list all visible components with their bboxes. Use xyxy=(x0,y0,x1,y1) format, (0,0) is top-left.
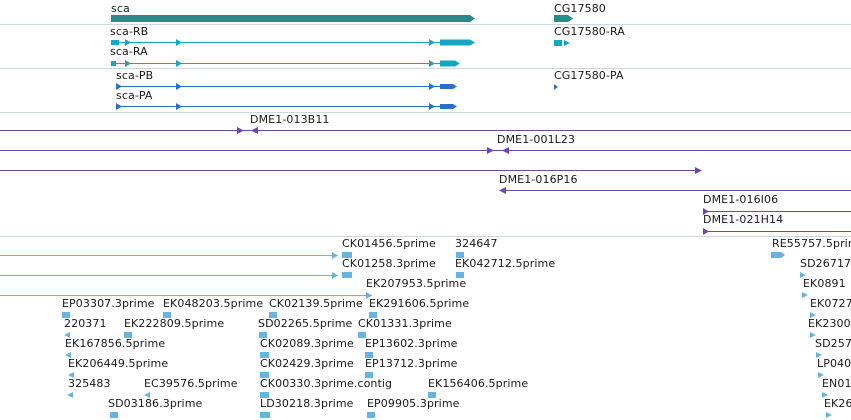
transcript-cg17580-ra-glyph[interactable] xyxy=(554,40,570,46)
est-glyphs[interactable] xyxy=(0,252,832,418)
protein-label[interactable]: sca-PA xyxy=(116,89,153,102)
est-label[interactable]: EP13602.3prime xyxy=(365,337,458,350)
clone-label[interactable]: DME1-013B11 xyxy=(250,113,330,126)
protein-sca-pb-glyph[interactable] xyxy=(116,83,457,90)
est-label[interactable]: CK01258.3prime xyxy=(342,257,436,270)
est-label[interactable]: 220371 xyxy=(64,317,107,330)
est-label[interactable]: SD02265.5prime xyxy=(258,317,353,330)
transcript-sca-ra-glyph[interactable] xyxy=(111,60,460,67)
protein-label[interactable]: CG17580-PA xyxy=(554,69,624,82)
est-label[interactable]: CK01331.3prime xyxy=(358,317,452,330)
clone-label[interactable]: DME1-016P16 xyxy=(499,173,578,186)
track-separator xyxy=(0,112,851,113)
est-label[interactable]: LD30218.3prime xyxy=(260,397,354,410)
protein-sca-pa-glyph[interactable] xyxy=(116,103,457,110)
est-label[interactable]: CK00330.3prime.contig xyxy=(260,377,393,390)
est-label[interactable]: EK156406.5prime xyxy=(428,377,529,390)
est-label[interactable]: CK01456.5prime xyxy=(342,237,436,250)
clone-dme1-013b11-glyph[interactable] xyxy=(0,127,851,134)
est-label[interactable]: EK26 xyxy=(824,397,851,410)
est-label[interactable]: EP03307.3prime xyxy=(62,297,155,310)
gene-cg17580-glyph[interactable] xyxy=(554,15,573,22)
clone-label[interactable]: DME1-016I06 xyxy=(703,193,779,206)
est-label[interactable]: SD257 xyxy=(815,337,851,350)
est-label[interactable]: EK167856.5prime xyxy=(65,337,166,350)
gene-sca-glyph[interactable] xyxy=(111,15,475,22)
clone-dme1-021h14-glyph[interactable] xyxy=(703,228,851,235)
est-label[interactable]: EK291606.5prime xyxy=(369,297,470,310)
transcript-sca-rb-glyph[interactable] xyxy=(111,39,475,46)
track-separator xyxy=(0,68,851,69)
est-label[interactable]: CK02429.3prime xyxy=(260,357,354,370)
est-label[interactable]: EK042712.5prime xyxy=(455,257,556,270)
gene-label[interactable]: CG17580 xyxy=(554,2,606,15)
est-label[interactable]: EK222809.5prime xyxy=(124,317,225,330)
est-label[interactable]: LP040 xyxy=(817,357,851,370)
est-label[interactable]: RE55757.5prime xyxy=(772,237,851,250)
clone-dme1-016p16-glyph[interactable] xyxy=(0,167,851,194)
est-label[interactable]: EK207953.5prime xyxy=(366,277,467,290)
track-separator xyxy=(0,236,851,237)
protein-label[interactable]: sca-PB xyxy=(116,69,154,82)
est-label[interactable]: SD03186.3prime xyxy=(108,397,203,410)
protein-cg17580-pa-glyph[interactable] xyxy=(554,84,558,90)
transcript-label[interactable]: sca-RA xyxy=(110,45,148,58)
est-label[interactable]: EK0891 xyxy=(803,277,846,290)
est-label[interactable]: CK02139.5prime xyxy=(269,297,363,310)
est-label[interactable]: SD26717 xyxy=(800,257,851,270)
clone-label[interactable]: DME1-001L23 xyxy=(497,133,576,146)
est-label[interactable]: EP13712.3prime xyxy=(365,357,458,370)
est-label[interactable]: 324647 xyxy=(455,237,498,250)
est-label[interactable]: EN01 xyxy=(822,377,851,390)
clone-dme1-001l23-glyph[interactable] xyxy=(0,147,851,154)
transcript-label[interactable]: CG17580-RA xyxy=(554,25,625,38)
est-label[interactable]: EK206449.5prime xyxy=(68,357,169,370)
est-label[interactable]: EK0727 xyxy=(810,297,851,310)
est-label[interactable]: 325483 xyxy=(68,377,111,390)
est-label[interactable]: EK2300 xyxy=(808,317,851,330)
est-label[interactable]: EP09905.3prime xyxy=(367,397,460,410)
transcript-label[interactable]: sca-RB xyxy=(110,25,149,38)
track-separator xyxy=(0,24,851,25)
clone-label[interactable]: DME1-021H14 xyxy=(703,213,784,226)
clone-dme1-016i06-glyph[interactable] xyxy=(703,208,851,215)
est-label[interactable]: EC39576.5prime xyxy=(144,377,238,390)
est-label[interactable]: CK02089.3prime xyxy=(260,337,354,350)
est-label[interactable]: EK048203.5prime xyxy=(163,297,264,310)
gene-label[interactable]: sca xyxy=(111,2,130,15)
